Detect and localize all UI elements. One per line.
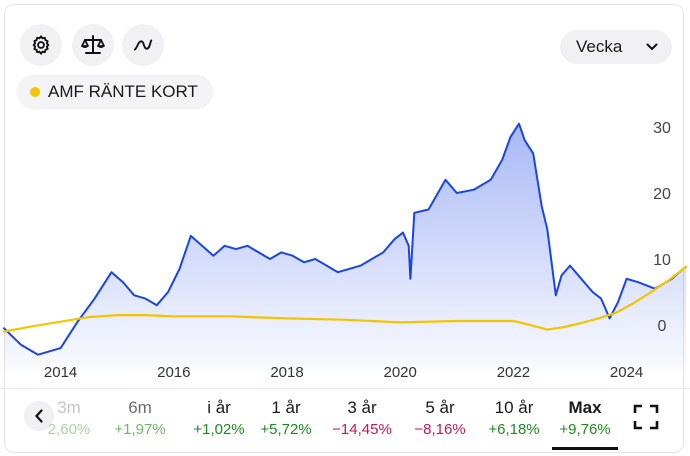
period-change: −8,16% (414, 421, 466, 438)
period-label: 6m (128, 398, 152, 417)
price-chart[interactable]: 30 20 10 0 2014 2016 2018 2020 2022 2024 (0, 0, 690, 388)
legend-chip[interactable]: AMF RÄNTE KORT (18, 76, 212, 108)
period-label: 3 år (347, 398, 377, 417)
period-select-value: Vecka (576, 37, 623, 56)
y-tick-label: 0 (658, 318, 667, 335)
chevron-down-icon (646, 43, 658, 51)
period-label: 3m (57, 398, 81, 417)
period-label: 5 år (425, 398, 455, 417)
x-tick-label: 2022 (497, 364, 530, 381)
y-tick-label: 10 (653, 252, 671, 269)
period-change: +9,76% (559, 421, 611, 438)
period-option-2[interactable]: i år +1,02% (184, 397, 254, 440)
fullscreen-button[interactable] (632, 403, 660, 431)
x-tick-label: 2018 (270, 364, 303, 381)
x-tick-label: 2020 (384, 364, 417, 381)
period-option-6[interactable]: 10 år +6,18% (479, 397, 549, 440)
period-label: Max (568, 398, 602, 417)
price-line-series (3, 122, 687, 356)
line-chart-icon (133, 39, 153, 51)
period-option-0[interactable]: 3m 2,60% (34, 397, 104, 440)
period-change: −14,45% (332, 421, 392, 438)
period-option-3[interactable]: 1 år +5,72% (251, 397, 321, 440)
legend-label: AMF RÄNTE KORT (48, 82, 198, 101)
period-option-1[interactable]: 6m +1,97% (105, 397, 175, 440)
settings-gear-icon (32, 35, 50, 55)
period-option-4[interactable]: 3 år −14,45% (327, 397, 397, 440)
y-tick-label: 30 (653, 120, 671, 137)
period-option-5[interactable]: 5 år −8,16% (405, 397, 475, 440)
period-change: +1,97% (114, 421, 166, 438)
period-label: 1 år (271, 398, 301, 417)
x-tick-label: 2024 (610, 364, 643, 381)
x-tick-label: 2016 (157, 364, 190, 381)
period-change: 2,60% (47, 421, 91, 438)
fullscreen-icon (633, 404, 659, 430)
legend-color-dot (30, 87, 40, 97)
comparison-line-series (2, 265, 688, 333)
period-change: +5,72% (260, 421, 312, 438)
y-tick-label: 20 (653, 186, 671, 203)
chevron-left-icon (35, 409, 43, 423)
period-label: 10 år (494, 398, 534, 417)
active-period-underline (552, 447, 618, 450)
scroll-left-button[interactable] (24, 401, 54, 431)
period-option-7[interactable]: Max +9,76% (550, 397, 620, 450)
period-change: +6,18% (488, 421, 540, 438)
price-area-fill (4, 123, 686, 372)
period-bar: 3m 2,60% 6m +1,97% i år +1,02% 1 år +5,72% 3 år −… (0, 388, 690, 456)
chart-type-button[interactable] (122, 24, 164, 66)
period-select[interactable]: Vecka (560, 30, 672, 64)
period-label: i år (207, 398, 231, 417)
compare-button[interactable] (72, 24, 114, 66)
settings-button[interactable] (20, 24, 62, 66)
period-change: +1,02% (193, 421, 245, 438)
scale-compare-icon (81, 35, 105, 54)
x-tick-label: 2014 (44, 364, 77, 381)
